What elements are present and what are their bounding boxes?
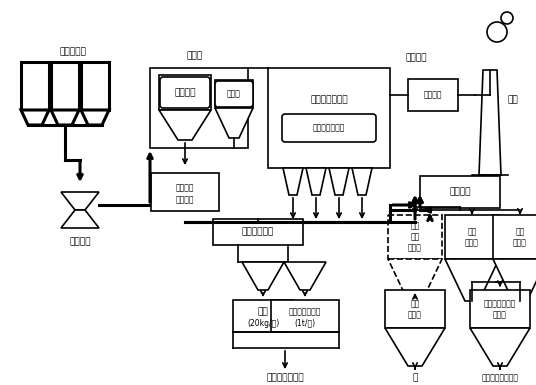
Text: クリンカ: クリンカ xyxy=(176,184,194,192)
Polygon shape xyxy=(61,210,99,228)
Polygon shape xyxy=(445,259,499,301)
Text: フレコンパック: フレコンパック xyxy=(289,308,321,316)
Polygon shape xyxy=(61,192,99,210)
Bar xyxy=(150,68,248,148)
Bar xyxy=(271,300,339,332)
Bar xyxy=(388,215,442,259)
FancyBboxPatch shape xyxy=(160,77,210,108)
Polygon shape xyxy=(284,262,326,290)
Text: 原粉: 原粉 xyxy=(411,221,420,231)
Bar xyxy=(51,62,79,110)
Bar xyxy=(151,173,219,211)
Text: サイロ: サイロ xyxy=(513,238,527,247)
Text: ボイラ: ボイラ xyxy=(187,52,203,60)
Text: 船: 船 xyxy=(412,373,418,383)
Polygon shape xyxy=(329,168,349,195)
Bar xyxy=(470,290,530,328)
Text: 処理施設: 処理施設 xyxy=(176,196,194,204)
Bar xyxy=(21,62,49,110)
Bar xyxy=(408,79,458,111)
Bar xyxy=(159,75,211,110)
Bar xyxy=(493,215,536,259)
Text: ジェットパック車: ジェットパック車 xyxy=(481,373,518,383)
Polygon shape xyxy=(159,110,211,140)
Polygon shape xyxy=(306,168,326,195)
Text: 自動分析装置: 自動分析装置 xyxy=(242,228,274,236)
Text: サイロ: サイロ xyxy=(493,310,507,319)
Text: 電気式集じん器: 電気式集じん器 xyxy=(310,95,348,104)
Text: 粗粉: 粗粉 xyxy=(467,227,477,236)
Text: 細粉: 細粉 xyxy=(516,227,525,236)
Text: 回収: 回収 xyxy=(411,233,420,241)
Text: 袋詰: 袋詰 xyxy=(258,308,269,316)
Polygon shape xyxy=(215,108,253,138)
Text: 脱硫装置: 脱硫装置 xyxy=(424,90,442,99)
FancyBboxPatch shape xyxy=(282,114,376,142)
Polygon shape xyxy=(51,110,79,125)
Text: 船積: 船積 xyxy=(411,299,420,308)
Bar xyxy=(268,68,390,168)
Bar xyxy=(215,80,253,108)
Text: 微粉炭機: 微粉炭機 xyxy=(69,238,91,246)
Polygon shape xyxy=(242,262,284,290)
Bar xyxy=(445,215,499,259)
Polygon shape xyxy=(479,70,501,175)
Text: ブレンディング: ブレンディング xyxy=(484,299,516,308)
Text: (1t/袋): (1t/袋) xyxy=(294,318,316,328)
Bar xyxy=(213,219,303,245)
Text: サイロ: サイロ xyxy=(408,310,422,319)
Text: フライアッシュ: フライアッシュ xyxy=(313,124,345,132)
Text: シンダ: シンダ xyxy=(227,89,241,99)
Bar xyxy=(420,176,500,208)
Text: 貯炭サイロ: 貯炭サイロ xyxy=(59,47,86,57)
Polygon shape xyxy=(352,168,372,195)
Polygon shape xyxy=(493,259,536,301)
Polygon shape xyxy=(283,168,303,195)
Polygon shape xyxy=(388,259,442,301)
Polygon shape xyxy=(385,328,445,366)
Text: 煙突: 煙突 xyxy=(507,95,518,104)
Polygon shape xyxy=(470,328,530,366)
Text: クリンカ: クリンカ xyxy=(174,88,196,97)
FancyBboxPatch shape xyxy=(215,81,253,107)
Bar xyxy=(385,290,445,328)
Text: ダンプトラック: ダンプトラック xyxy=(266,373,304,383)
Polygon shape xyxy=(81,110,109,125)
Polygon shape xyxy=(21,110,49,125)
Text: サイロ: サイロ xyxy=(408,243,422,253)
Text: サイロ: サイロ xyxy=(465,238,479,247)
Text: 脱硫装置: 脱硫装置 xyxy=(405,54,427,62)
Text: (20kg/袋): (20kg/袋) xyxy=(247,318,279,328)
Text: 分級装置: 分級装置 xyxy=(449,187,471,196)
Bar xyxy=(81,62,109,110)
Bar xyxy=(233,300,293,332)
